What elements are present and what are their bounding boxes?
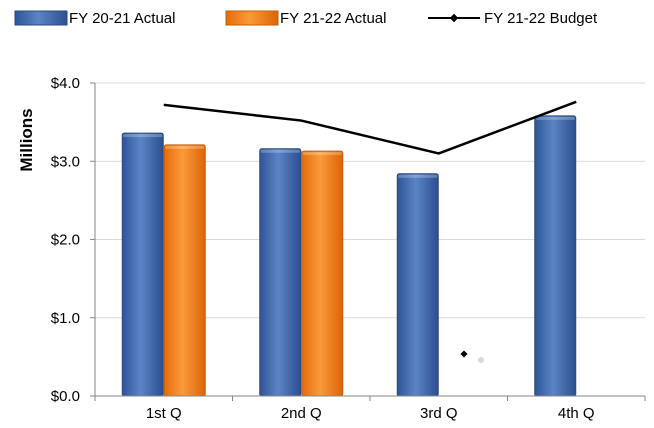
y-tick-label: $1.0 (51, 310, 80, 327)
bar (301, 150, 344, 397)
y-tick-label: $0.0 (51, 388, 80, 405)
series-line (163, 100, 577, 155)
legend-swatch (14, 10, 68, 26)
y-tick-label: $2.0 (51, 232, 80, 249)
x-tick-label: 2nd Q (281, 405, 322, 422)
legend-label: FY 21-22 Actual (280, 10, 386, 27)
x-tick-label: 3rd Q (420, 405, 458, 422)
stray-marker (460, 350, 468, 358)
axis-labels: $0.0 $1.0 $2.0 $3.0 $4.0 1st Q 2nd Q 3rd Q 4th Q (51, 75, 595, 422)
legend: FY 20-21 Actual FY 21-22 Actual FY 21-22 B… (14, 10, 598, 27)
y-tick-label: $3.0 (51, 153, 80, 170)
legend-label: FY 21-22 Budget (484, 10, 598, 27)
legend-item: FY 21-22 Actual (225, 10, 386, 27)
bar (121, 132, 164, 397)
legend-marker (449, 13, 459, 23)
bar (534, 115, 577, 397)
bar (396, 173, 439, 397)
y-tick-label: $4.0 (51, 75, 80, 92)
legend-swatch (225, 10, 279, 26)
bars (121, 115, 577, 397)
budget-line (163, 100, 577, 155)
bar (259, 148, 302, 397)
legend-label: FY 20-21 Actual (69, 10, 175, 27)
axes (90, 82, 646, 401)
bar (163, 144, 206, 397)
legend-item: FY 21-22 Budget (428, 10, 598, 27)
x-tick-label: 1st Q (146, 405, 182, 422)
legend-item: FY 20-21 Actual (14, 10, 175, 27)
x-tick-label: 4th Q (558, 405, 595, 422)
stray-marker-shadow (478, 357, 484, 363)
y-axis-label: Millions (17, 108, 36, 171)
